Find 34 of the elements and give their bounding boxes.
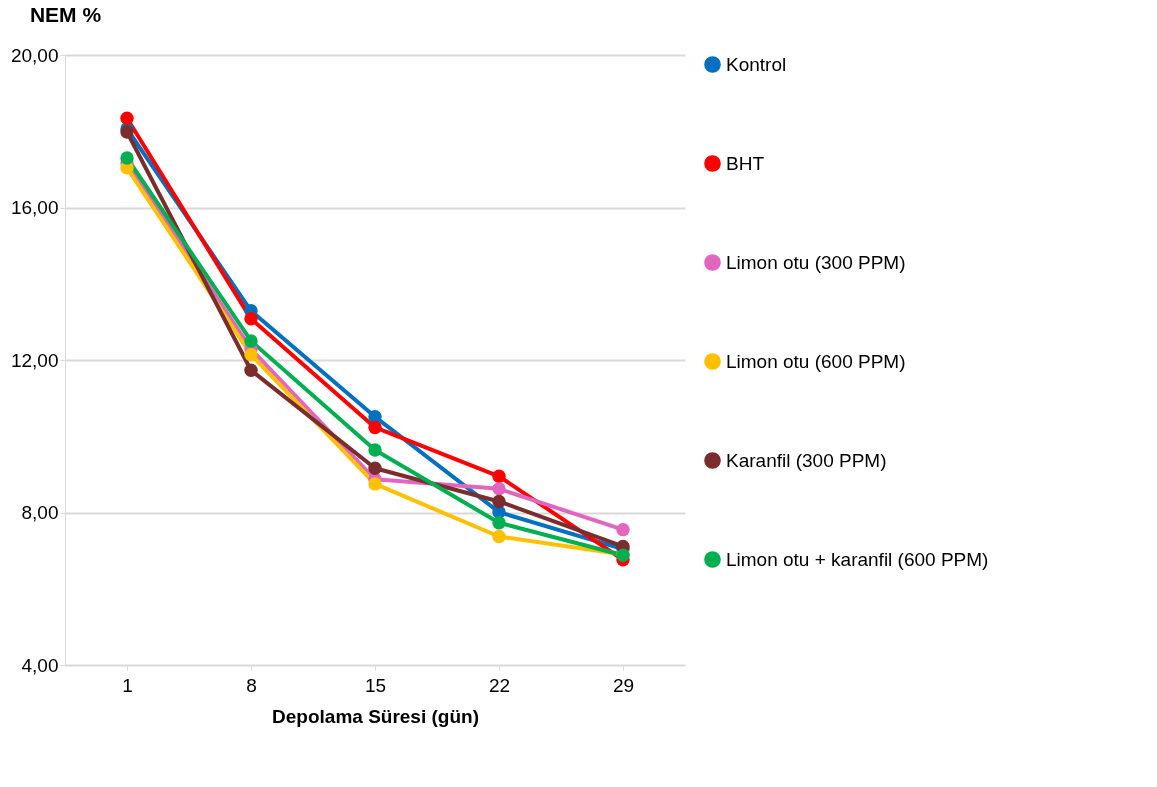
- point: [244, 334, 258, 348]
- point: [120, 151, 134, 165]
- point: [492, 494, 506, 509]
- point: [492, 516, 506, 530]
- x-tick-label: 1: [122, 674, 133, 696]
- point: [492, 529, 506, 544]
- point: [244, 347, 258, 362]
- legend-label: BHT: [726, 152, 765, 174]
- legend-label: Kontrol: [726, 53, 787, 75]
- y-tick-label: 4,00: [21, 654, 59, 676]
- x-tick-label: 8: [246, 674, 257, 696]
- legend-label: Limon otu + karanfil (600 PPM): [726, 548, 989, 570]
- y-tick-label: 8,00: [21, 502, 59, 523]
- point: [244, 363, 258, 377]
- legend-label: Limon otu (600 PPM): [726, 350, 906, 372]
- legend-label: Karanfil (300 PPM): [726, 449, 887, 471]
- point: [492, 469, 506, 483]
- point: [492, 482, 506, 496]
- point: [616, 522, 630, 537]
- point: [120, 111, 134, 125]
- x-tick-label: 15: [364, 674, 387, 696]
- x-tick-label: 29: [612, 674, 635, 696]
- point: [368, 420, 382, 435]
- y-tick-label: 16,00: [10, 197, 59, 218]
- legend-label: Limon otu (300 PPM): [726, 251, 906, 273]
- x-tick-label: 22: [488, 674, 511, 696]
- y-axis-title: NEM %: [29, 2, 102, 26]
- x-axis-title: Depolama Süresi (gün): [272, 705, 479, 727]
- point: [368, 443, 382, 457]
- point: [368, 461, 382, 475]
- y-tick-label: 20,00: [10, 44, 59, 66]
- point: [244, 312, 258, 326]
- point: [368, 477, 382, 491]
- y-tick-label: 12,00: [10, 349, 59, 371]
